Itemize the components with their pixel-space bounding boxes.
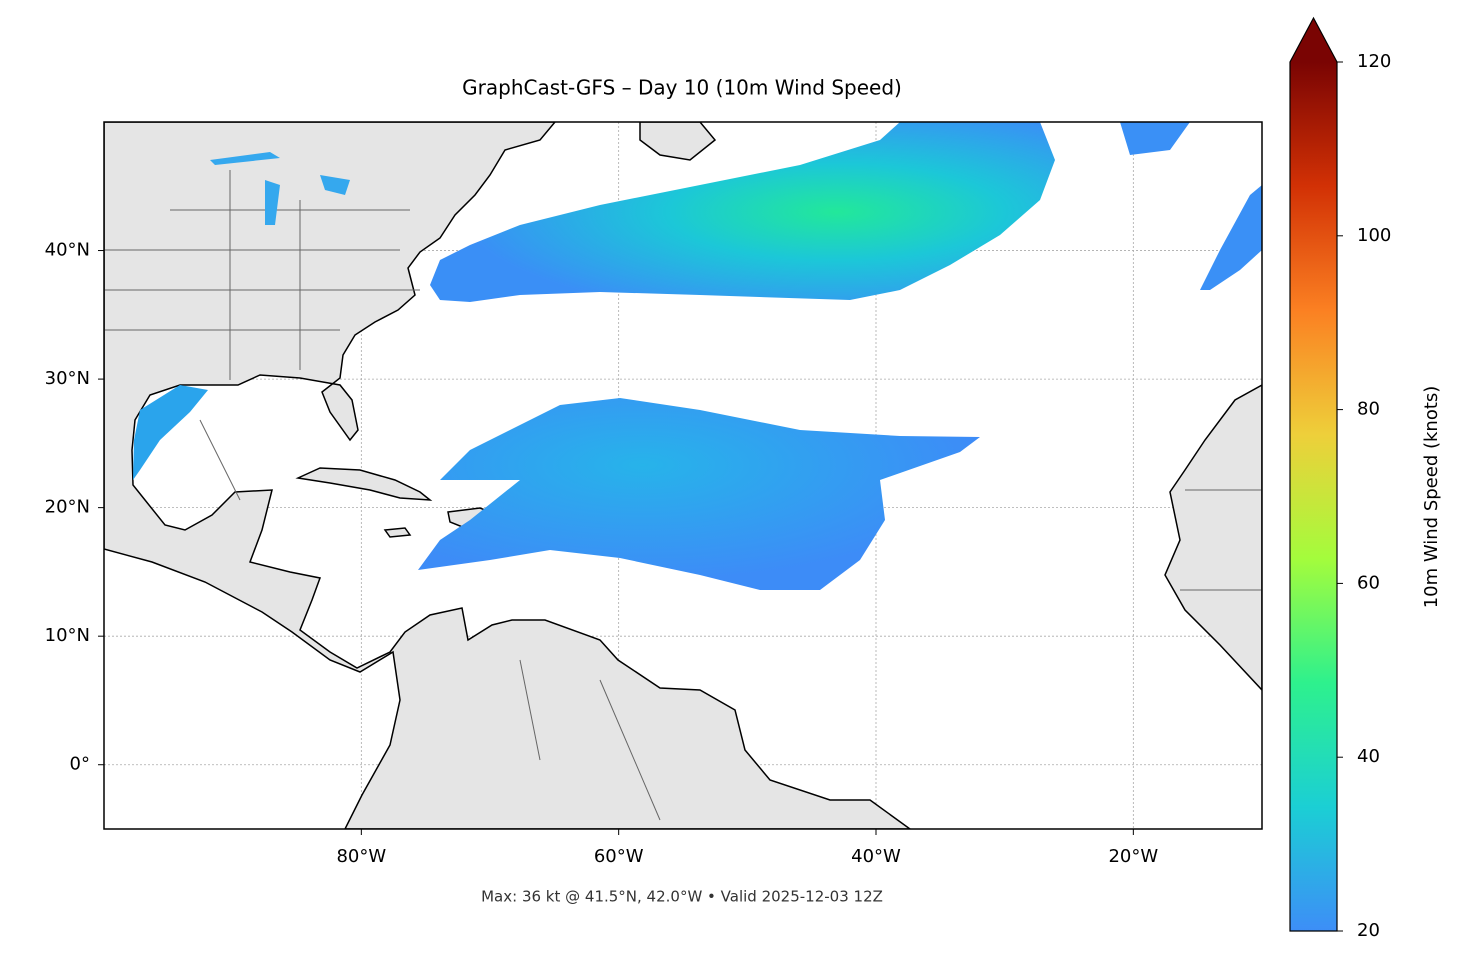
wind-field-gulf [133,385,208,480]
colorbar-tick-label: 20 [1357,920,1380,941]
y-tick-label: 40°N [45,240,90,261]
cuba [295,467,433,501]
wind-field-lakes [210,152,350,225]
map-frame [103,121,1263,830]
americas [104,122,912,829]
colorbar-tick-label: 120 [1357,51,1391,72]
state-borders [104,170,1262,821]
y-tick-label: 30°N [45,368,90,389]
map-title: GraphCast-GFS – Day 10 (10m Wind Speed) [462,76,902,100]
wind-field-tropical [418,398,980,590]
x-tick-label: 20°W [1108,846,1158,867]
colorbar-tick-label: 100 [1357,225,1391,246]
x-tick-label: 80°W [336,846,386,867]
annotation: Max: 36 kt @ 41.5°N, 42.0°W • Valid 2025… [481,888,883,906]
wind-field-east [1120,122,1262,290]
colorbar: 20 40 60 80 100 120 [1289,16,1391,941]
wind-field-north [430,122,1055,302]
colorbar-tick-label: 80 [1357,399,1380,420]
colorbar-scale [1290,62,1337,931]
colorbar-outline [1289,16,1338,932]
y-tick-label: 0° [70,754,90,775]
x-tick-label: 40°W [851,846,901,867]
y-tick-label: 10°N [45,625,90,646]
jamaica [383,527,412,538]
y-tick-label: 20°N [45,497,90,518]
newfoundland [639,122,717,161]
colorbar-label: 10m Wind Speed (knots) [1421,386,1442,609]
colorbar-extend [1290,18,1337,62]
x-tick-label: 60°W [594,846,644,867]
colorbar-tick-label: 60 [1357,572,1380,593]
africa [1164,384,1262,692]
map-area [104,122,1262,829]
colorbar-tick-label: 40 [1357,746,1380,767]
